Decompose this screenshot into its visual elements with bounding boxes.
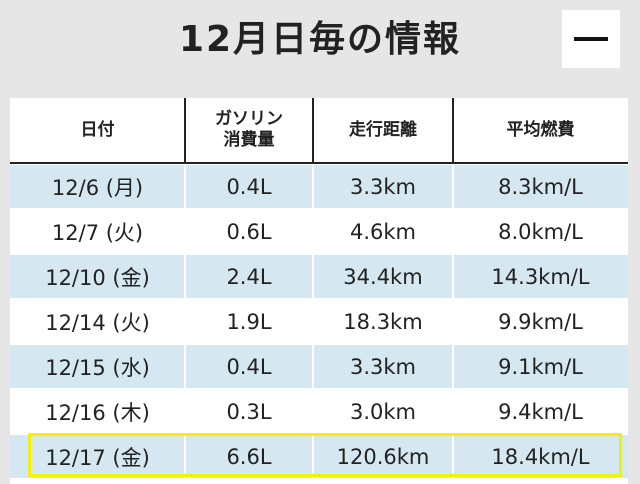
table-cell: 12/7 (火) bbox=[51, 220, 144, 245]
column-header: 走行距離 bbox=[313, 98, 453, 162]
column-divider bbox=[312, 98, 314, 162]
table-cell: 8.3km/L bbox=[498, 174, 583, 199]
table-cell: 9.1km/L bbox=[498, 354, 583, 379]
row-background bbox=[10, 300, 628, 343]
table-cell: 18.3km bbox=[343, 309, 423, 334]
column-divider bbox=[184, 165, 186, 480]
column-divider bbox=[452, 165, 454, 480]
table-cell: 12/14 (火) bbox=[45, 310, 150, 335]
minus-icon bbox=[574, 37, 608, 41]
title: 12月日毎の情報 bbox=[178, 19, 462, 60]
table-cell: 1.9L bbox=[226, 309, 272, 334]
row-background bbox=[10, 435, 628, 478]
header-rule bbox=[10, 162, 628, 164]
row-background bbox=[10, 210, 628, 253]
table-cell: 4.6km bbox=[349, 219, 416, 244]
table-cell: 12/10 (金) bbox=[45, 265, 150, 290]
table-cell: 18.4km/L bbox=[491, 444, 590, 469]
table-cell: 3.3km bbox=[349, 174, 416, 199]
column-header: 日付 bbox=[10, 98, 185, 162]
table-cell: 120.6km bbox=[336, 444, 430, 469]
table-cell: 0.6L bbox=[226, 219, 272, 244]
table-cell: 2.4L bbox=[226, 264, 272, 289]
table-cell: 12/6 (月) bbox=[51, 175, 144, 200]
header-text: ガソリン bbox=[215, 109, 283, 129]
table-cell: 12/16 (木) bbox=[45, 400, 150, 425]
table-cell: 8.0km/L bbox=[498, 219, 583, 244]
table: 日付 ガソリン 消費量 走行距離 平均燃費 12/6 (月) 0.4L 3.3km 8.3km/… bbox=[10, 98, 628, 484]
table-cell: 12/17 (金) bbox=[45, 445, 150, 470]
table-cell: 0.4L bbox=[226, 174, 272, 199]
header-text: 走行距離 bbox=[349, 119, 417, 140]
header-text: 平均燃費 bbox=[506, 119, 575, 140]
header-text: 日付 bbox=[80, 119, 115, 140]
table-cell: 6.6L bbox=[226, 444, 272, 469]
row-background bbox=[10, 390, 628, 433]
row-background bbox=[10, 165, 628, 208]
column-divider bbox=[312, 165, 314, 480]
table-cell: 9.9km/L bbox=[498, 309, 583, 334]
table-cell: 9.4km/L bbox=[498, 399, 583, 424]
table-cell: 3.0km bbox=[349, 399, 416, 424]
table-cell: 12/15 (水) bbox=[45, 355, 150, 380]
header-text: 消費量 bbox=[223, 130, 275, 150]
column-header: ガソリン 消費量 bbox=[185, 98, 313, 162]
table-cell: 14.3km/L bbox=[491, 264, 590, 289]
column-header: 平均燃費 bbox=[453, 98, 628, 162]
row-background bbox=[10, 345, 628, 388]
table-cell: 3.3km bbox=[349, 354, 416, 379]
table-cell: 0.3L bbox=[226, 399, 272, 424]
table-cell: 0.4L bbox=[226, 354, 272, 379]
table-cell: 34.4km bbox=[343, 264, 423, 289]
collapse-button[interactable] bbox=[562, 10, 620, 68]
column-divider bbox=[184, 98, 186, 162]
column-divider bbox=[452, 98, 454, 162]
row-background bbox=[10, 255, 628, 298]
